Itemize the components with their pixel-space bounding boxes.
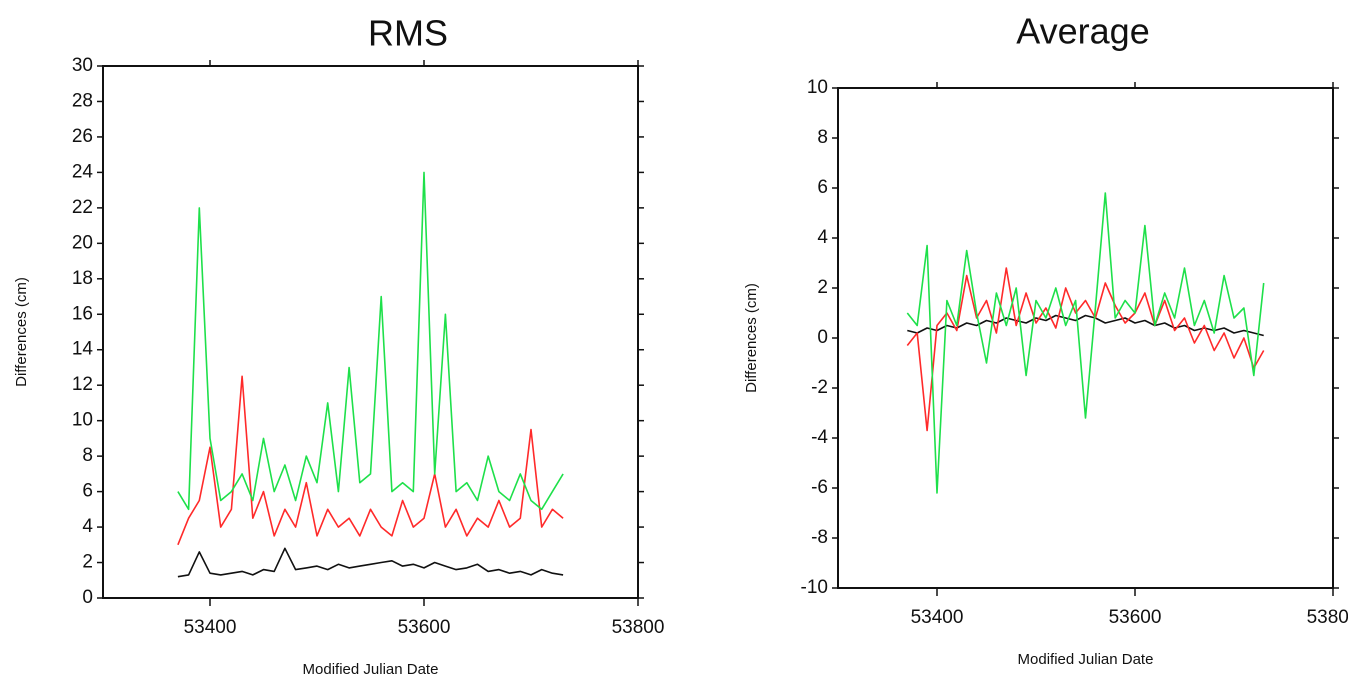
y-tick-label: 16: [72, 303, 93, 324]
y-tick-label: 8: [82, 445, 93, 466]
y-tick-label: 2: [82, 552, 93, 573]
x-tick-label: 53400: [184, 617, 237, 638]
y-axis-label: Differences (cm): [743, 283, 760, 393]
data-line: [906, 192, 1265, 494]
y-tick-label: 26: [72, 126, 93, 147]
chart-title: Average: [1016, 11, 1149, 52]
y-tick-label: 22: [72, 197, 93, 218]
y-tick-label: -8: [811, 527, 828, 548]
y-tick-label: -10: [801, 577, 828, 598]
y-tick-label: 6: [817, 177, 828, 198]
x-tick-label: 53600: [398, 617, 451, 638]
y-tick-label: 4: [817, 227, 828, 248]
y-tick-label: 14: [72, 339, 94, 360]
y-tick-label: 20: [72, 232, 93, 253]
x-tick-label: 53800: [612, 617, 665, 638]
data-line: [177, 547, 564, 578]
data-line: [177, 171, 564, 511]
plot-frame: [837, 87, 1334, 589]
y-tick-label: 28: [72, 90, 93, 111]
chart-title: RMS: [368, 13, 448, 54]
data-line: [906, 267, 1265, 432]
y-tick-label: 8: [817, 127, 828, 148]
x-axis-label: Modified Julian Date: [303, 661, 439, 678]
y-tick-label: 12: [72, 374, 93, 395]
y-tick-label: 0: [82, 587, 93, 608]
y-tick-label: 6: [82, 481, 93, 502]
x-tick-label: 53400: [911, 607, 964, 628]
data-line: [177, 375, 564, 546]
y-axis-label: Differences (cm): [13, 277, 30, 387]
y-tick-label: 24: [72, 161, 94, 182]
y-tick-label: 18: [72, 268, 93, 289]
y-tick-label: 4: [82, 516, 93, 537]
plot-frame: [102, 65, 639, 599]
x-axis-label: Modified Julian Date: [1018, 651, 1154, 668]
x-tick-label: 53600: [1109, 607, 1162, 628]
y-tick-label: 2: [817, 277, 828, 298]
y-tick-label: 0: [817, 327, 828, 348]
y-tick-label: -2: [811, 377, 828, 398]
y-tick-label: -6: [811, 477, 828, 498]
data-line: [907, 314, 1264, 337]
y-tick-label: 10: [807, 77, 828, 98]
y-tick-label: -4: [811, 427, 828, 448]
y-tick-label: 30: [72, 55, 93, 76]
y-tick-label: 10: [72, 410, 93, 431]
x-tick-label: 53800: [1307, 607, 1348, 628]
